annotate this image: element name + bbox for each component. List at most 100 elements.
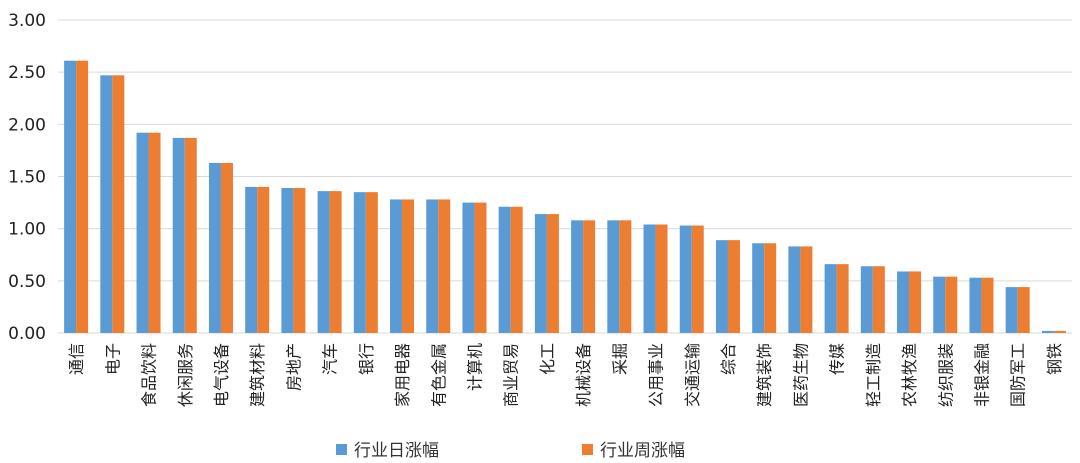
bar-daily <box>317 191 330 333</box>
x-category-label: 机械设备 <box>574 343 593 407</box>
bar-daily <box>607 220 620 333</box>
legend-swatch-weekly <box>582 444 593 455</box>
x-category-label: 非银金融 <box>972 343 991 407</box>
x-category-label: 轻工制造 <box>864 343 883 407</box>
x-category-label: 电子 <box>103 343 122 375</box>
bar-weekly <box>257 186 270 333</box>
bar-weekly <box>583 220 596 333</box>
bar-weekly <box>655 224 668 333</box>
bar-weekly <box>619 220 632 333</box>
bar-daily <box>426 199 439 333</box>
bar-daily <box>64 60 77 333</box>
y-tick-label: 2.00 <box>8 115 46 135</box>
bar-daily <box>897 271 910 333</box>
x-category-label: 综合 <box>719 343 738 375</box>
x-category-label: 化工 <box>538 343 557 375</box>
bar-weekly <box>220 162 233 333</box>
legend-swatch-daily <box>336 444 347 455</box>
bars <box>64 60 1066 334</box>
bar-weekly <box>691 225 704 333</box>
x-category-label: 纺织服装 <box>936 343 955 407</box>
x-axis: 通信 电子 食品饮料 休闲服务 电气设备 建筑材料 房地产 汽车 银行 家用电器 有色金属 计算机 商业… <box>67 343 1064 407</box>
y-tick-label: 3.00 <box>8 11 46 31</box>
x-category-label: 房地产 <box>284 343 303 391</box>
x-category-label: 传媒 <box>828 343 847 375</box>
y-axis: 0.00 0.50 1.00 1.50 2.00 2.50 3.00 <box>8 11 46 344</box>
x-category-label: 国防军工 <box>1009 343 1028 407</box>
bar-weekly <box>329 191 342 333</box>
bar-daily <box>969 277 982 333</box>
x-category-label: 食品饮料 <box>140 343 159 407</box>
bar-weekly <box>872 266 885 333</box>
bar-daily <box>571 220 584 333</box>
bar-daily <box>643 224 656 333</box>
bar-daily <box>208 162 221 333</box>
bar-weekly <box>474 202 487 333</box>
x-category-label: 建筑装饰 <box>755 343 774 407</box>
x-category-label: 交通运输 <box>683 343 702 407</box>
bar-daily <box>172 137 185 333</box>
bar-daily <box>1005 287 1018 333</box>
bar-daily <box>245 186 258 333</box>
bar-weekly <box>438 199 451 333</box>
bar-weekly <box>510 206 523 333</box>
bar-daily <box>1041 330 1054 333</box>
bar-daily <box>933 276 946 333</box>
bar-weekly <box>945 276 958 333</box>
x-category-label: 农林牧渔 <box>900 343 919 407</box>
y-tick-label: 2.50 <box>8 63 46 83</box>
bar-weekly <box>981 277 994 333</box>
x-category-label: 公用事业 <box>647 343 666 407</box>
x-category-label: 通信 <box>67 343 86 375</box>
bar-weekly <box>546 214 559 333</box>
bar-daily <box>498 206 511 333</box>
bar-weekly <box>800 246 813 333</box>
x-category-label: 医药生物 <box>791 343 810 407</box>
bar-weekly <box>148 132 161 333</box>
bar-weekly <box>293 187 306 333</box>
legend-label-daily: 行业日涨幅 <box>354 441 439 461</box>
bar-weekly <box>727 240 740 333</box>
x-category-label: 采掘 <box>610 343 629 375</box>
y-tick-label: 1.00 <box>8 220 46 240</box>
x-category-label: 家用电器 <box>393 343 412 407</box>
bar-daily <box>860 266 873 333</box>
x-category-label: 钢铁 <box>1045 343 1064 375</box>
bar-weekly <box>402 199 415 333</box>
bar-weekly <box>184 137 197 333</box>
y-tick-label: 1.50 <box>8 168 46 188</box>
bar-weekly <box>909 271 922 333</box>
x-category-label: 建筑材料 <box>248 343 267 407</box>
x-category-label: 电气设备 <box>212 343 231 407</box>
y-tick-label: 0.00 <box>8 324 46 344</box>
bar-daily <box>390 199 403 333</box>
y-tick-label: 0.50 <box>8 272 46 292</box>
bar-daily <box>281 187 294 333</box>
bar-weekly <box>836 264 849 333</box>
bar-daily <box>534 214 547 333</box>
x-category-label: 银行 <box>357 343 376 375</box>
bar-daily <box>824 264 837 333</box>
bar-weekly <box>76 60 89 333</box>
bar-daily <box>715 240 728 333</box>
bar-daily <box>679 225 692 333</box>
bar-weekly <box>1017 287 1030 333</box>
bar-weekly <box>764 243 777 333</box>
bar-daily <box>788 246 801 333</box>
x-category-label: 汽车 <box>321 343 340 375</box>
legend-label-weekly: 行业周涨幅 <box>600 441 685 461</box>
x-category-label: 有色金属 <box>429 343 448 407</box>
bar-daily <box>136 132 149 333</box>
x-category-label: 计算机 <box>465 343 484 391</box>
bar-weekly <box>1053 330 1066 333</box>
bar-daily <box>462 202 475 333</box>
bar-daily <box>752 243 765 333</box>
x-category-label: 商业贸易 <box>502 343 521 407</box>
bar-daily <box>353 192 366 333</box>
legend: 行业日涨幅 行业周涨幅 <box>336 441 685 461</box>
bar-weekly <box>112 75 125 334</box>
bar-weekly <box>365 192 378 333</box>
x-category-label: 休闲服务 <box>176 343 195 407</box>
bar-daily <box>100 75 113 334</box>
